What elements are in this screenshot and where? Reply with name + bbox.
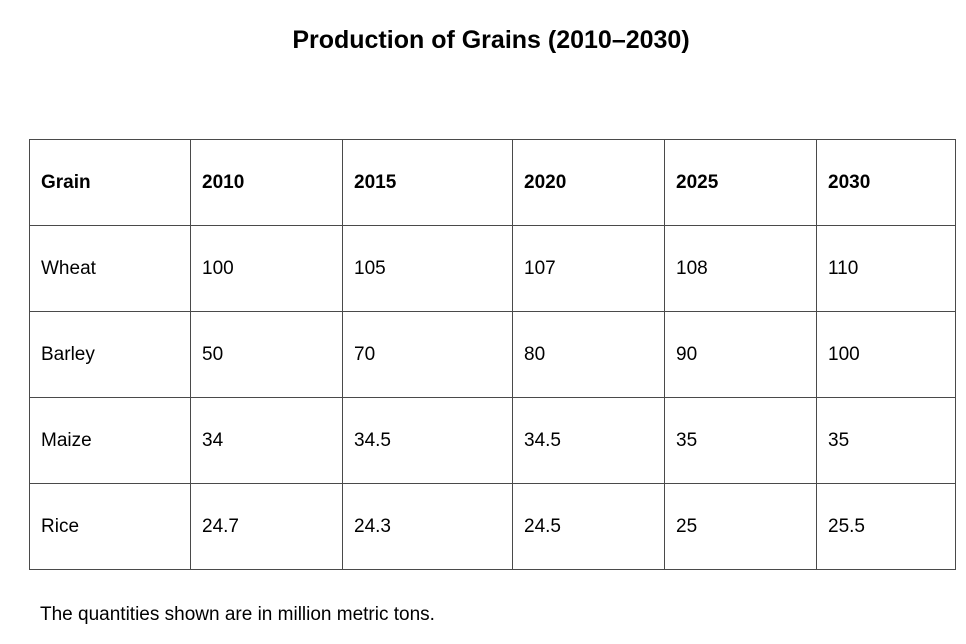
- value-cell: 34.5: [512, 397, 665, 484]
- row-label-cell: Rice: [29, 483, 191, 570]
- value-cell: 25.5: [816, 483, 956, 570]
- header-cell: 2015: [342, 139, 513, 226]
- value-cell: 100: [190, 225, 343, 312]
- value-cell: 34.5: [342, 397, 513, 484]
- header-cell: 2020: [512, 139, 665, 226]
- row-label-cell: Wheat: [29, 225, 191, 312]
- header-cell: Grain: [29, 139, 191, 226]
- chart-title: Production of Grains (2010–2030): [292, 26, 690, 54]
- table-row: Rice 24.7 24.3 24.5 25 25.5: [29, 483, 956, 570]
- units-note: The quantities shown are in million metr…: [40, 604, 435, 625]
- value-cell: 107: [512, 225, 665, 312]
- value-cell: 25: [664, 483, 817, 570]
- table-row: Maize 34 34.5 34.5 35 35: [29, 397, 956, 484]
- value-cell: 110: [816, 225, 956, 312]
- header-cell: 2025: [664, 139, 817, 226]
- value-cell: 24.7: [190, 483, 343, 570]
- value-cell: 90: [664, 311, 817, 398]
- value-cell: 50: [190, 311, 343, 398]
- header-cell: 2030: [816, 139, 956, 226]
- value-cell: 108: [664, 225, 817, 312]
- table-row: Wheat 100 105 107 108 110: [29, 225, 956, 312]
- table-row: Barley 50 70 80 90 100: [29, 311, 956, 398]
- value-cell: 24.5: [512, 483, 665, 570]
- header-cell: 2010: [190, 139, 343, 226]
- value-cell: 35: [664, 397, 817, 484]
- row-label-cell: Maize: [29, 397, 191, 484]
- value-cell: 35: [816, 397, 956, 484]
- value-cell: 70: [342, 311, 513, 398]
- row-label-cell: Barley: [29, 311, 191, 398]
- value-cell: 24.3: [342, 483, 513, 570]
- value-cell: 100: [816, 311, 956, 398]
- value-cell: 105: [342, 225, 513, 312]
- value-cell: 80: [512, 311, 665, 398]
- header-row: Grain 2010 2015 2020 2025 2030: [29, 139, 956, 226]
- data-table: Grain 2010 2015 2020 2025 2030 Wheat 100…: [29, 139, 956, 570]
- value-cell: 34: [190, 397, 343, 484]
